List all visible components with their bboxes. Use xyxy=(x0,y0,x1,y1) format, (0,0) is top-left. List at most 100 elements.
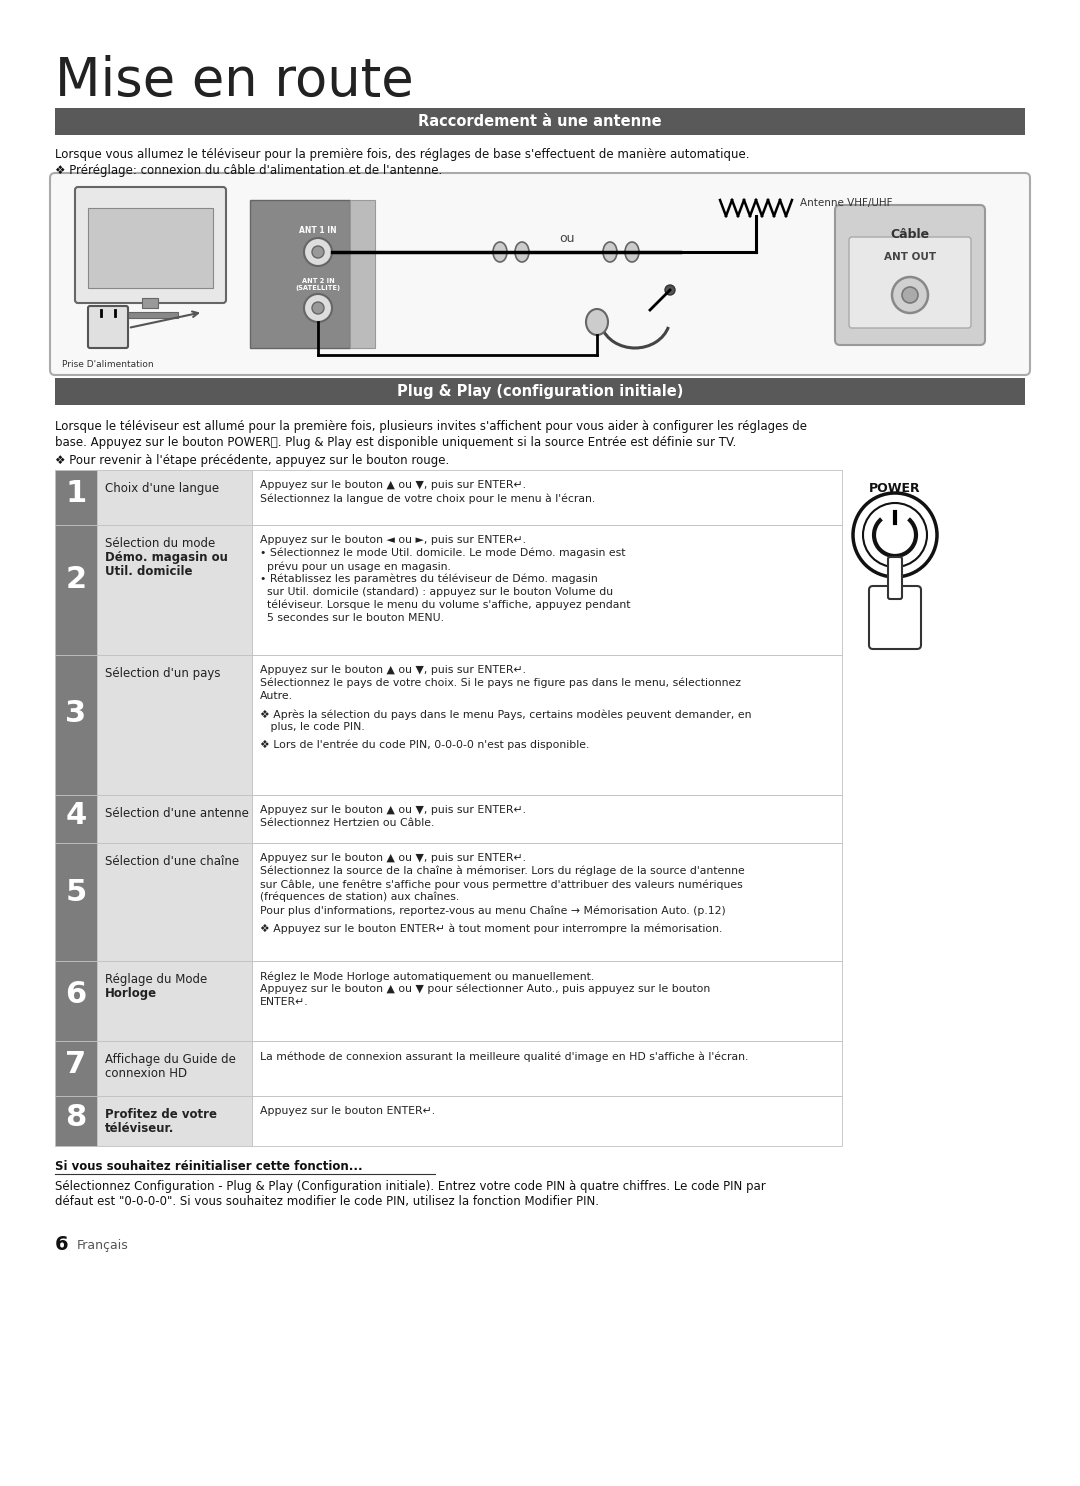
Text: Pour plus d'informations, reportez-vous au menu Chaîne → Mémorisation Auto. (p.1: Pour plus d'informations, reportez-vous … xyxy=(260,905,726,915)
Text: Démo. magasin ou: Démo. magasin ou xyxy=(105,551,228,565)
FancyBboxPatch shape xyxy=(50,172,1030,374)
Bar xyxy=(97,1042,252,1097)
Text: Autre.: Autre. xyxy=(260,691,293,701)
Text: Appuyez sur le bouton ▲ ou ▼, puis sur ENTER↵.: Appuyez sur le bouton ▲ ou ▼, puis sur E… xyxy=(260,853,526,863)
Bar xyxy=(97,961,252,1042)
Text: prévu pour un usage en magasin.: prévu pour un usage en magasin. xyxy=(260,562,450,572)
Circle shape xyxy=(863,502,927,568)
Circle shape xyxy=(853,493,937,577)
Text: Si vous souhaitez réinitialiser cette fonction...: Si vous souhaitez réinitialiser cette fo… xyxy=(55,1161,363,1172)
Ellipse shape xyxy=(603,242,617,262)
FancyBboxPatch shape xyxy=(87,306,129,348)
Text: Sélectionnez la langue de votre choix pour le menu à l'écran.: Sélectionnez la langue de votre choix po… xyxy=(260,493,595,504)
Ellipse shape xyxy=(586,309,608,334)
Bar xyxy=(141,299,158,308)
Text: ANT OUT: ANT OUT xyxy=(883,253,936,262)
FancyBboxPatch shape xyxy=(849,236,971,328)
Bar xyxy=(249,201,350,348)
Text: ou: ou xyxy=(559,232,575,245)
Text: Français: Français xyxy=(77,1239,129,1253)
Text: 6: 6 xyxy=(55,1235,69,1254)
Text: téléviseur. Lorsque le menu du volume s'affiche, appuyez pendant: téléviseur. Lorsque le menu du volume s'… xyxy=(260,600,631,611)
Bar xyxy=(252,843,842,961)
FancyBboxPatch shape xyxy=(835,205,985,345)
Bar xyxy=(350,201,375,348)
Text: Sélection du mode: Sélection du mode xyxy=(105,536,215,550)
Ellipse shape xyxy=(625,242,639,262)
Text: ANT 1 IN: ANT 1 IN xyxy=(299,226,337,235)
Circle shape xyxy=(312,247,324,259)
Text: ❖ Lors de l'entrée du code PIN, 0-0-0-0 n'est pas disponible.: ❖ Lors de l'entrée du code PIN, 0-0-0-0 … xyxy=(260,740,590,750)
Bar xyxy=(252,655,842,795)
Bar xyxy=(97,655,252,795)
Text: Sélection d'une chaîne: Sélection d'une chaîne xyxy=(105,854,239,868)
Text: 2: 2 xyxy=(66,565,86,594)
Text: (fréquences de station) aux chaînes.: (fréquences de station) aux chaînes. xyxy=(260,892,459,902)
Text: Câble: Câble xyxy=(890,227,930,241)
Text: 1: 1 xyxy=(66,478,86,508)
Ellipse shape xyxy=(492,242,507,262)
Text: 3: 3 xyxy=(66,700,86,728)
Text: Appuyez sur le bouton ▲ ou ▼, puis sur ENTER↵.: Appuyez sur le bouton ▲ ou ▼, puis sur E… xyxy=(260,805,526,814)
Text: ❖ Appuyez sur le bouton ENTER↵ à tout moment pour interrompre la mémorisation.: ❖ Appuyez sur le bouton ENTER↵ à tout mo… xyxy=(260,923,723,933)
Text: Sélection d'une antenne: Sélection d'une antenne xyxy=(105,807,248,820)
Text: Antenne VHF/UHF: Antenne VHF/UHF xyxy=(800,198,892,208)
FancyBboxPatch shape xyxy=(869,585,921,649)
Bar xyxy=(97,843,252,961)
Bar xyxy=(122,312,178,318)
Bar xyxy=(87,208,213,288)
Text: Affichage du Guide de: Affichage du Guide de xyxy=(105,1054,235,1065)
FancyBboxPatch shape xyxy=(75,187,226,303)
Text: Appuyez sur le bouton ENTER↵.: Appuyez sur le bouton ENTER↵. xyxy=(260,1106,435,1116)
Text: sur Câble, une fenêtre s'affiche pour vous permettre d'attribuer des valeurs num: sur Câble, une fenêtre s'affiche pour vo… xyxy=(260,880,743,890)
Text: ❖ Pour revenir à l'étape précédente, appuyez sur le bouton rouge.: ❖ Pour revenir à l'étape précédente, app… xyxy=(55,455,449,467)
Text: Sélectionnez la source de la chaîne à mémoriser. Lors du réglage de la source d': Sélectionnez la source de la chaîne à mé… xyxy=(260,866,745,877)
Bar xyxy=(252,961,842,1042)
Text: Réglez le Mode Horloge automatiquement ou manuellement.: Réglez le Mode Horloge automatiquement o… xyxy=(260,970,594,981)
Text: Appuyez sur le bouton ▲ ou ▼, puis sur ENTER↵.: Appuyez sur le bouton ▲ ou ▼, puis sur E… xyxy=(260,480,526,490)
Text: connexion HD: connexion HD xyxy=(105,1067,187,1080)
Text: Appuyez sur le bouton ◄ ou ►, puis sur ENTER↵.: Appuyez sur le bouton ◄ ou ►, puis sur E… xyxy=(260,535,526,545)
Text: • Sélectionnez le mode Util. domicile. Le mode Démo. magasin est: • Sélectionnez le mode Util. domicile. L… xyxy=(260,548,625,559)
Text: 7: 7 xyxy=(66,1049,86,1079)
FancyBboxPatch shape xyxy=(888,557,902,599)
Bar xyxy=(55,525,97,655)
Text: 4: 4 xyxy=(66,801,86,829)
Text: Profitez de votre: Profitez de votre xyxy=(105,1109,217,1120)
Text: téléviseur.: téléviseur. xyxy=(105,1122,174,1135)
Text: base. Appuyez sur le bouton POWER⏻. Plug & Play est disponible uniquement si la : base. Appuyez sur le bouton POWER⏻. Plug… xyxy=(55,435,737,449)
Bar xyxy=(252,1097,842,1146)
Bar xyxy=(252,525,842,655)
Bar xyxy=(55,961,97,1042)
Text: 5: 5 xyxy=(66,878,86,906)
Text: Lorsque vous allumez le téléviseur pour la première fois, des réglages de base s: Lorsque vous allumez le téléviseur pour … xyxy=(55,149,750,160)
Bar xyxy=(97,795,252,843)
Text: Appuyez sur le bouton ▲ ou ▼, puis sur ENTER↵.: Appuyez sur le bouton ▲ ou ▼, puis sur E… xyxy=(260,666,526,675)
Text: Appuyez sur le bouton ▲ ou ▼ pour sélectionner Auto., puis appuyez sur le bouton: Appuyez sur le bouton ▲ ou ▼ pour sélect… xyxy=(260,984,711,994)
Text: POWER: POWER xyxy=(869,481,921,495)
Text: Lorsque le téléviseur est allumé pour la première fois, plusieurs invites s'affi: Lorsque le téléviseur est allumé pour la… xyxy=(55,421,807,432)
Text: défaut est "0-0-0-0". Si vous souhaitez modifier le code PIN, utilisez la foncti: défaut est "0-0-0-0". Si vous souhaitez … xyxy=(55,1195,599,1208)
Bar xyxy=(55,108,1025,135)
Bar xyxy=(55,843,97,961)
Text: Plug & Play (configuration initiale): Plug & Play (configuration initiale) xyxy=(396,383,684,400)
Circle shape xyxy=(902,287,918,303)
Text: 8: 8 xyxy=(66,1103,86,1131)
Circle shape xyxy=(303,294,332,322)
Text: ENTER↵.: ENTER↵. xyxy=(260,997,309,1008)
Text: Choix d'une langue: Choix d'une langue xyxy=(105,481,219,495)
Text: plus, le code PIN.: plus, le code PIN. xyxy=(260,722,365,733)
Text: ❖ Préréglage: connexion du câble d'alimentation et de l'antenne.: ❖ Préréglage: connexion du câble d'alime… xyxy=(55,163,442,177)
Bar xyxy=(55,655,97,795)
Bar xyxy=(55,795,97,843)
Bar xyxy=(55,1042,97,1097)
Text: Réglage du Mode: Réglage du Mode xyxy=(105,973,207,987)
Bar xyxy=(55,1097,97,1146)
Text: Sélectionnez Configuration - Plug & Play (Configuration initiale). Entrez votre : Sélectionnez Configuration - Plug & Play… xyxy=(55,1180,766,1193)
Text: Util. domicile: Util. domicile xyxy=(105,565,192,578)
Text: Sélection d'un pays: Sélection d'un pays xyxy=(105,667,220,681)
Text: Raccordement à une antenne: Raccordement à une antenne xyxy=(418,114,662,129)
Circle shape xyxy=(303,238,332,266)
Bar xyxy=(97,525,252,655)
Text: Sélectionnez Hertzien ou Câble.: Sélectionnez Hertzien ou Câble. xyxy=(260,817,434,828)
